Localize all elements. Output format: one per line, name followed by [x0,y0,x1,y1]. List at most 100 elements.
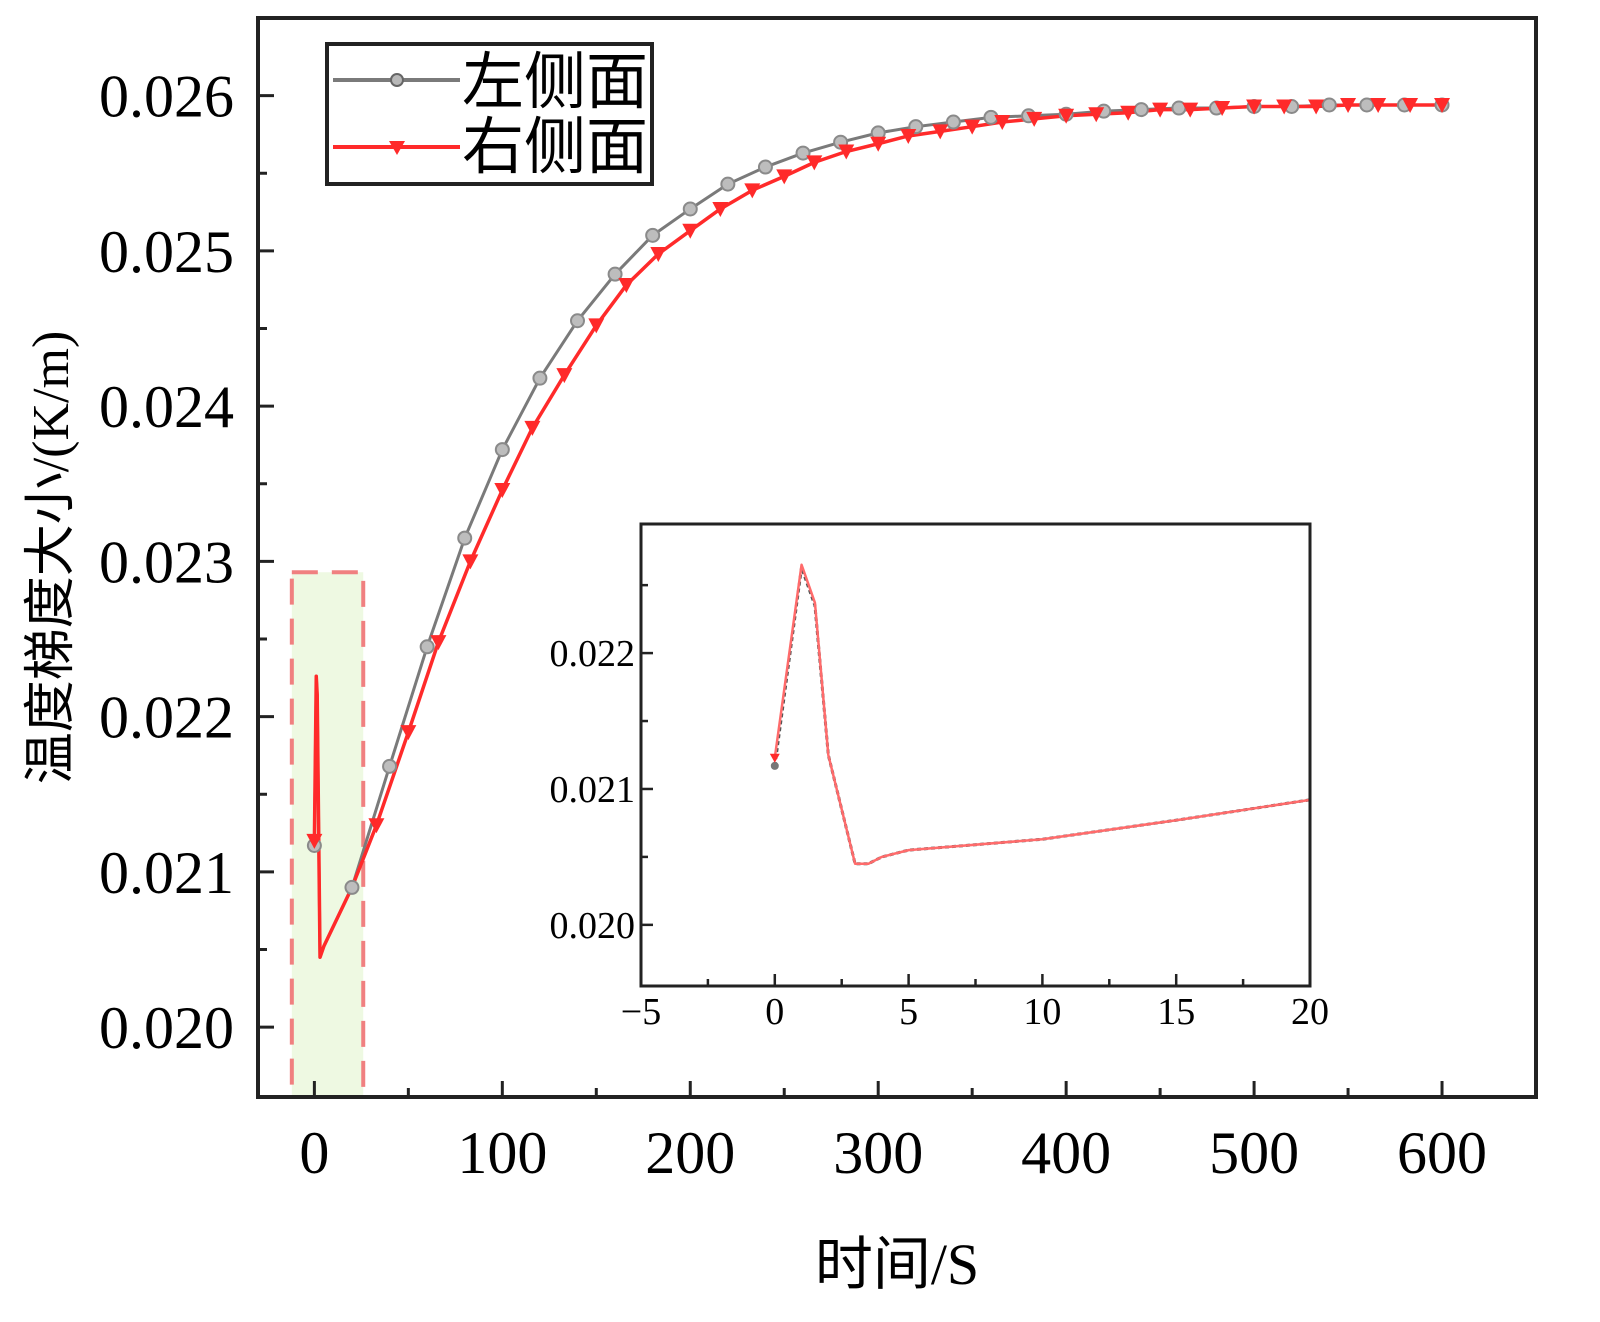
legend: 左侧面 右侧面 [325,42,654,186]
inset-x-tick-label: 15 [1157,991,1195,1033]
y-tick-label: 0.026 [99,64,234,130]
marker-right [1120,105,1137,121]
marker-right [306,833,323,849]
marker-right [776,169,793,185]
marker-left [344,879,360,895]
marker-left [457,530,473,546]
inset-marker-left [770,761,779,770]
marker-right [650,246,667,262]
marker-right [994,115,1011,131]
marker-right [964,119,981,135]
x-tick-label: 500 [1209,1120,1299,1186]
marker-right [400,725,417,741]
main-series [306,97,1451,960]
marker-right [368,818,385,834]
x-tick-label: 400 [1021,1120,1111,1186]
marker-right [1152,102,1169,118]
marker-right [900,128,917,144]
x-tick-label: 0 [299,1120,329,1186]
marker-right [1370,97,1387,113]
marker-right [1340,97,1357,113]
x-tick-label: 200 [645,1120,735,1186]
marker-left [382,758,398,774]
marker-left [494,442,510,458]
main-plot-frame [256,16,1538,1099]
marker-left [720,176,736,192]
inset-background [641,524,1310,986]
marker-right [1058,108,1075,124]
marker-left [607,266,623,282]
marker-right [588,318,605,334]
marker-right [682,223,699,239]
y-axis-label: 温度梯度大小/(K/m) [23,331,80,785]
initial-region-highlight [289,570,366,1099]
marker-right [870,136,887,152]
legend-label-right: 右侧面 [462,114,648,182]
inset-y-tick-label: 0.021 [550,769,636,811]
inset-plot-frame [639,522,1312,988]
main-y-tick-labels: 0.020 0.021 0.022 0.023 0.024 0.025 0.026 [99,64,234,1062]
marker-left [1133,102,1149,118]
marker-right [838,144,855,160]
marker-right [1182,102,1199,118]
inset-x-tick-label: 0 [765,991,784,1033]
marker-left [757,159,773,175]
inset-x-tick-label: −5 [621,991,661,1033]
marker-right [1276,99,1293,115]
marker-left [682,201,698,217]
marker-right [430,635,447,651]
marker-right [1026,111,1043,127]
x-tick-label: 100 [457,1120,547,1186]
x-tick-label: 600 [1397,1120,1487,1186]
inset-series-line-right [773,563,1311,865]
marker-left [645,227,661,243]
marker-left [1321,97,1337,113]
marker-left [532,370,548,386]
marker-right [1402,97,1419,113]
y-tick-label: 0.021 [99,840,234,906]
legend-label-left: 左侧面 [462,49,648,117]
marker-right [932,124,949,140]
x-tick-label: 300 [833,1120,923,1186]
marker-right [524,420,541,436]
y-tick-label: 0.020 [99,995,234,1061]
inset-x-tick-label: 10 [1023,991,1061,1033]
marker-right [806,155,823,171]
marker-right [462,554,479,570]
inset-chart: 0.020 0.021 0.022 −5 0 5 10 15 20 [550,522,1329,1033]
marker-right [1434,97,1451,113]
inset-x-tick-label: 5 [899,991,918,1033]
marker-right [618,278,635,294]
marker-left [945,114,961,130]
marker-left [1359,97,1375,113]
legend-box [325,42,654,186]
inset-series [769,563,1311,866]
marker-right [1088,107,1105,123]
y-tick-label: 0.024 [99,374,234,440]
marker-left [570,313,585,329]
y-tick-label: 0.023 [99,529,234,595]
marker-right [1308,99,1325,115]
inset-y-tick-labels: 0.020 0.021 0.022 [550,633,636,947]
inset-x-tick-labels: −5 0 5 10 15 20 [621,991,1329,1033]
main-x-tick-labels: 0 100 200 300 400 500 600 [299,1120,1487,1186]
marker-right [494,482,511,498]
y-tick-label: 0.025 [99,219,234,285]
inset-y-tick-label: 0.022 [550,633,636,675]
legend-marker-right [389,141,405,155]
inset-marker-right [769,753,780,763]
marker-left [795,145,811,161]
legend-marker-left [390,73,404,87]
x-axis-label: 时间/S [815,1232,979,1297]
inset-y-tick-label: 0.020 [550,905,636,947]
marker-right [1214,101,1231,117]
marker-left [419,639,435,655]
marker-right [744,183,761,199]
y-tick-label: 0.022 [99,685,234,751]
marker-right [556,368,573,384]
inset-x-tick-label: 20 [1291,991,1329,1033]
marker-right [1246,99,1263,115]
marker-right [712,201,729,217]
